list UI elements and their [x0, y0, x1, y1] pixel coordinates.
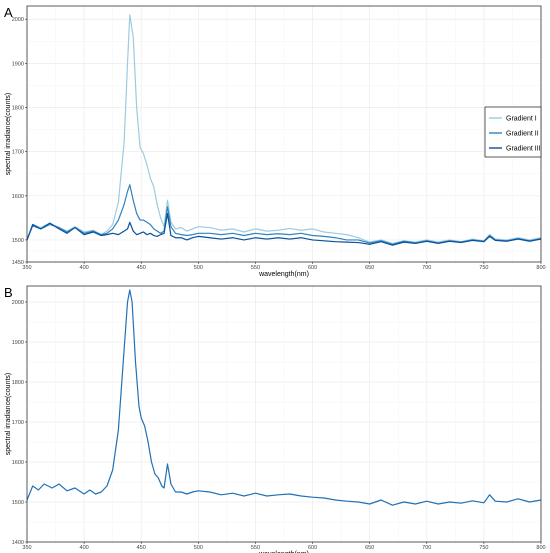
x-tick-label: 800 — [536, 265, 545, 271]
x-tick-label: 750 — [479, 545, 488, 551]
panel-b: B 350 400 450 500 550 600 650 700 750 800 1400 1500… — [4, 285, 546, 553]
y-tick-label: 1900 — [12, 340, 24, 346]
x-tick-label: 450 — [137, 265, 146, 271]
x-tick-label: 650 — [365, 265, 374, 271]
x-tick-label: 400 — [80, 545, 89, 551]
x-tick-label: 600 — [308, 545, 317, 551]
x-tick-label: 700 — [422, 545, 431, 551]
plot-frame — [26, 285, 542, 543]
y-axis-label: spectral irradiance(counts) — [5, 93, 12, 175]
y-tick-label: 2000 — [12, 300, 24, 306]
x-tick-label: 400 — [80, 265, 89, 271]
x-tick-label: 500 — [194, 265, 203, 271]
y-tick-label: 1700 — [12, 420, 24, 426]
y-tick-label: 1800 — [12, 380, 24, 386]
series-line-3 — [26, 212, 542, 246]
x-tick-label: 450 — [137, 545, 146, 551]
x-tick-label: 350 — [22, 265, 31, 271]
legend-label-2: Gradient II — [506, 131, 539, 138]
panel-letter-a: A — [4, 5, 13, 20]
y-tick-label: 1400 — [12, 540, 24, 546]
series-line-1 — [26, 289, 542, 506]
x-tick-label: 750 — [479, 265, 488, 271]
x-tick-label: 500 — [194, 545, 203, 551]
panel-letter-b: B — [4, 285, 13, 300]
x-tick-label: 800 — [536, 545, 545, 551]
y-tick-label: 2000 — [12, 17, 24, 23]
x-tick-label: 700 — [422, 265, 431, 271]
y-tick-label: 1900 — [12, 61, 24, 67]
y-tick-label: 1600 — [12, 460, 24, 466]
y-tick-label: 1450 — [12, 260, 24, 266]
x-tick-label: 350 — [22, 545, 31, 551]
x-tick-label: 550 — [251, 265, 260, 271]
panel-a: A 350 400 450 500 550 600 650 700 750 800 1450 1500… — [4, 5, 546, 278]
y-axis-label: spectral irradiance(counts) — [5, 373, 12, 455]
x-tick-label: 600 — [308, 265, 317, 271]
legend-label-1: Gradient I — [506, 116, 537, 123]
y-tick-label: 1500 — [12, 500, 24, 506]
series-line-1 — [26, 14, 542, 245]
y-tick-label: 1800 — [12, 106, 24, 112]
y-tick-label: 1600 — [12, 194, 24, 200]
x-axis-label: wavelength(nm) — [258, 551, 309, 553]
legend-label-3: Gradient III — [506, 146, 541, 153]
x-tick-label: 550 — [251, 545, 260, 551]
y-tick-label: 1500 — [12, 238, 24, 244]
y-tick-label: 1700 — [12, 150, 24, 156]
x-tick-label: 650 — [365, 545, 374, 551]
x-axis-label: wavelength(nm) — [258, 271, 309, 278]
